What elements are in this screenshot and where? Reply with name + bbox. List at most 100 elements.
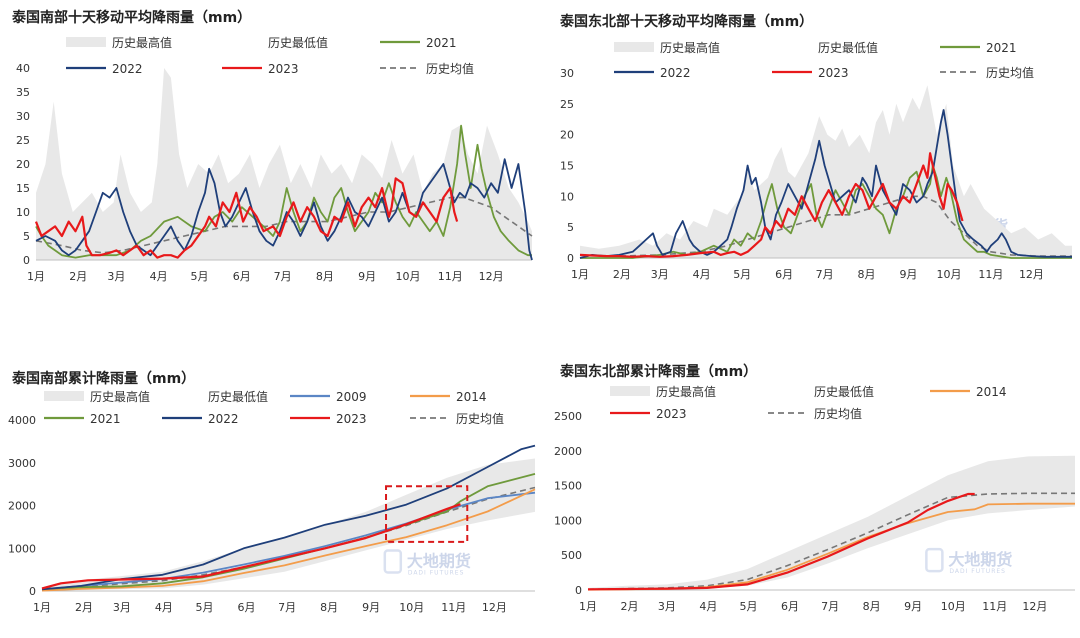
legend-label: 2021 (426, 36, 457, 50)
watermark-sub: DADI FUTURES (408, 569, 465, 576)
x-tick-label: 3月 (651, 268, 669, 281)
y-tick-label: 35 (16, 86, 30, 99)
x-tick-label: 10月 (399, 601, 424, 614)
y-tick-label: 40 (16, 62, 30, 75)
y-tick-label: 20 (16, 158, 30, 171)
x-tick-label: 9月 (904, 600, 922, 613)
legend-item-hist_max: 历史最高值 (66, 35, 172, 50)
watermark-brand: 大地期货 (948, 550, 1012, 569)
series-hist-band (588, 455, 1075, 590)
legend-item-y2014: 2014 (410, 390, 487, 404)
legend-label: 2014 (976, 385, 1007, 399)
x-tick-label: 4月 (155, 601, 173, 614)
y-tick-label: 2000 (8, 500, 36, 513)
y-tick-label: 1000 (8, 542, 36, 555)
chart-title: 泰国东北部累计降雨量（mm） (559, 363, 757, 380)
x-tick-label: 4月 (693, 268, 711, 281)
legend-item-hist_min: 历史最低值 (268, 35, 328, 50)
legend-item-y2023: 2023 (610, 407, 687, 421)
legend-label: 2023 (818, 66, 849, 80)
legend-label: 2009 (336, 390, 367, 404)
x-tick-label: 1月 (33, 601, 51, 614)
x-tick-label: 5月 (733, 268, 751, 281)
x-tick-label: 7月 (816, 268, 834, 281)
legend-label: 历史最低值 (268, 35, 328, 50)
x-tick-label: 3月 (107, 270, 125, 283)
x-tick-label: 11月 (978, 268, 1003, 281)
legend-label: 2014 (456, 390, 487, 404)
watermark-icon (383, 549, 403, 574)
x-tick-label: 12月 (1022, 600, 1047, 613)
x-tick-label: 10月 (396, 270, 421, 283)
y-tick-label: 15 (560, 160, 574, 173)
x-tick-label: 4月 (699, 600, 717, 613)
y-tick-label: 25 (16, 134, 30, 147)
legend-item-y2021: 2021 (380, 36, 457, 50)
legend-label: 历史均值 (426, 61, 474, 76)
x-tick-label: 2月 (613, 268, 631, 281)
legend-label: 历史最低值 (814, 384, 874, 399)
y-tick-label: 20 (560, 129, 574, 142)
legend-swatch (44, 391, 84, 401)
legend-label: 2023 (336, 412, 367, 426)
legend-label: 2022 (208, 412, 239, 426)
x-tick-label: 9月 (362, 601, 380, 614)
x-tick-label: 4月 (150, 270, 168, 283)
x-tick-label: 11月 (438, 270, 463, 283)
legend-item-y2014: 2014 (930, 385, 1007, 399)
x-tick-label: 11月 (441, 601, 466, 614)
series-line-y2022 (35, 158, 533, 261)
legend-item-y2022: 2022 (162, 412, 239, 426)
series-line-y2023 (34, 177, 459, 259)
legend-label: 2022 (660, 66, 691, 80)
x-tick-label: 12月 (482, 601, 507, 614)
legend-label: 2023 (656, 407, 687, 421)
legend-item-y2009: 2009 (290, 390, 367, 404)
legend-item-avg: 历史均值 (380, 61, 474, 76)
legend: 历史最高值 历史最低值 2021 2022 2023 历史均值 (614, 40, 1034, 80)
x-tick-label: 1月 (571, 268, 589, 281)
y-tick-label: 500 (561, 549, 582, 562)
legend-item-y2023: 2023 (222, 62, 299, 76)
legend: 历史最高值 历史最低值 2014 2023 历史均值 (610, 384, 1007, 421)
x-tick-label: 8月 (316, 270, 334, 283)
legend-swatch (610, 386, 650, 396)
x-tick-label: 6月 (775, 268, 793, 281)
watermark-brand: 大地期货 (407, 551, 471, 570)
legend-label: 历史均值 (814, 406, 862, 421)
y-tick-label: 15 (16, 182, 30, 195)
y-tick-label: 0 (567, 252, 574, 265)
series-line-avg (587, 492, 1075, 591)
legend: 历史最高值 历史最低值 2021 2022 2023 历史均值 (66, 35, 474, 76)
legend-item-hist_max: 历史最高值 (44, 389, 150, 404)
y-tick-label: 3000 (8, 457, 36, 470)
y-tick-label: 10 (16, 206, 30, 219)
legend-label: 历史最高值 (660, 40, 720, 55)
x-tick-label: 6月 (233, 270, 251, 283)
x-tick-label: 9月 (899, 268, 917, 281)
x-tick-label: 3月 (658, 600, 676, 613)
legend-label: 2021 (986, 41, 1017, 55)
x-tick-label: 5月 (196, 601, 214, 614)
legend-item-avg: 历史均值 (410, 411, 504, 426)
legend-label: 2023 (268, 62, 299, 76)
chart-title: 泰国南部十天移动平均降雨量（mm） (11, 9, 251, 26)
x-tick-label: 1月 (27, 270, 45, 283)
x-tick-label: 2月 (620, 600, 638, 613)
series-hist-band (36, 68, 532, 260)
y-tick-label: 1500 (554, 480, 582, 493)
x-tick-label: 8月 (320, 601, 338, 614)
legend-item-hist_max: 历史最高值 (614, 40, 720, 55)
legend-item-y2023: 2023 (290, 412, 367, 426)
legend-label: 历史最高值 (112, 35, 172, 50)
legend-label: 历史最高值 (90, 389, 150, 404)
legend-label: 历史最高值 (656, 384, 716, 399)
series-line-y2023 (579, 152, 964, 258)
x-tick-label: 7月 (274, 270, 292, 283)
legend-label: 历史均值 (986, 65, 1034, 80)
watermark-icon (925, 547, 944, 573)
